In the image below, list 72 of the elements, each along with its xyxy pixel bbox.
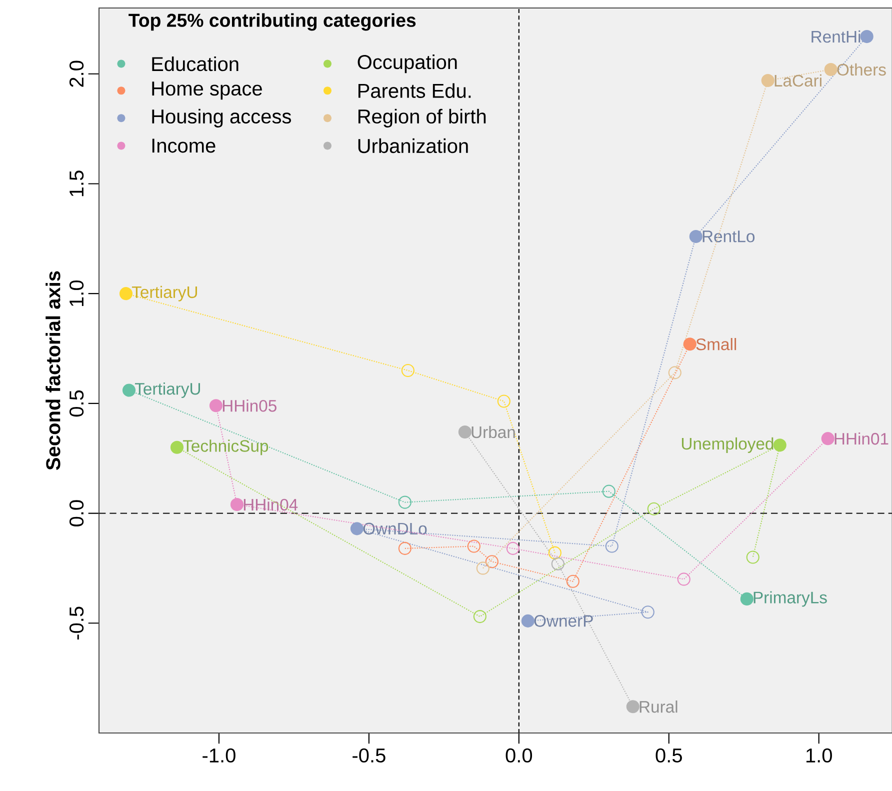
point [677, 572, 690, 586]
y-tick-label: 2.0 [69, 60, 84, 87]
data-label: PrimaryLs [754, 591, 827, 607]
legend-title: Top 25% contributing categories [128, 13, 416, 31]
legend-label: Region of birth [358, 108, 486, 128]
data-label: HHin05 [222, 400, 276, 412]
point [398, 542, 412, 555]
point [209, 399, 223, 412]
data-label: Urban [472, 426, 515, 438]
point [467, 540, 480, 553]
point [683, 338, 696, 351]
data-label: TertiaryU [132, 286, 197, 302]
y-tick-label: 1.5 [70, 170, 84, 196]
point [602, 484, 616, 498]
point [566, 574, 580, 588]
point [551, 557, 564, 570]
x-tick-label: 1.0 [806, 748, 832, 763]
data-label: Rural [640, 700, 678, 713]
point [824, 62, 838, 76]
data-label: TertiaryU [134, 382, 200, 398]
legend-label: Education [152, 56, 238, 72]
legend-label: Parents Edu. [358, 83, 471, 98]
point [170, 440, 184, 454]
data-label: OwnerP [534, 615, 593, 627]
legend-label: Home space [152, 82, 262, 100]
point [521, 614, 534, 628]
data-label: HHin01 [834, 432, 888, 445]
point [746, 550, 760, 564]
point [740, 592, 754, 606]
point [821, 432, 834, 446]
y-axis-title: Second factorial axis [46, 271, 60, 470]
point [230, 498, 244, 512]
y-tick-label: 0.5 [69, 390, 84, 417]
data-label: RentHi [812, 30, 860, 43]
point [641, 606, 654, 619]
point [473, 610, 486, 624]
data-label: RentLo [702, 230, 755, 242]
point [485, 555, 498, 568]
x-tick-label: -0.5 [352, 748, 386, 763]
point [350, 522, 364, 536]
point [506, 542, 520, 555]
x-tick-label: 0.5 [656, 748, 682, 763]
point [626, 700, 640, 714]
point [761, 74, 774, 88]
point [476, 562, 490, 575]
data-label: TechnicSup [182, 440, 268, 456]
data-label: Unemployed [682, 437, 774, 453]
point [119, 287, 133, 300]
y-tick-label: 1.0 [69, 280, 84, 306]
point [122, 384, 136, 397]
point [458, 425, 472, 439]
data-label: Small [696, 338, 736, 350]
x-tick-label: 0.0 [506, 748, 532, 763]
legend-label: Urbanization [358, 138, 468, 154]
point [689, 230, 702, 244]
point [647, 502, 660, 516]
legend-label: Income [152, 138, 216, 153]
y-tick-label: -0.5 [69, 606, 84, 640]
point [605, 540, 618, 553]
y-tick-label: 0.0 [69, 500, 84, 526]
legend-label: Occupation [358, 54, 457, 74]
data-label: LaCari [774, 74, 822, 87]
point [401, 364, 414, 378]
x-tick-label: -1.0 [202, 748, 236, 763]
point [668, 366, 682, 380]
point [860, 30, 874, 44]
point [548, 546, 562, 560]
point [398, 496, 412, 509]
legend-label: Housing access [152, 108, 291, 128]
point [497, 394, 510, 408]
data-label: Others [837, 63, 886, 76]
point [773, 438, 786, 452]
